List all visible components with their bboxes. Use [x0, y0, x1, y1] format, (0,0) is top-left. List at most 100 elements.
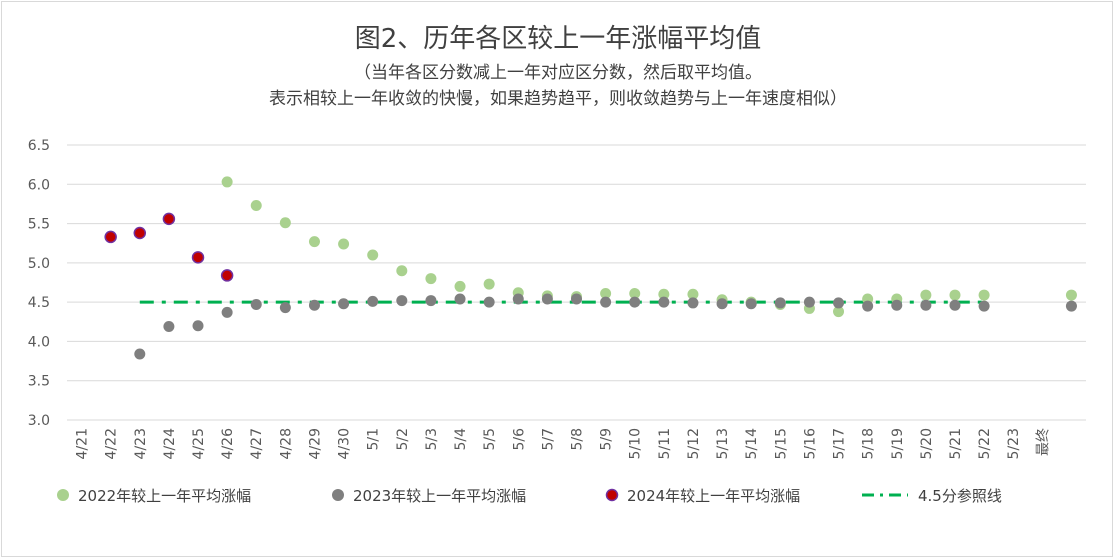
point-2023	[425, 295, 437, 307]
x-tick-label: 最终	[1035, 428, 1051, 456]
x-tick-label: 5/23	[1006, 428, 1022, 459]
point-2022	[833, 306, 845, 318]
point-2022	[367, 249, 379, 261]
point-2022	[978, 289, 990, 301]
point-2023	[862, 300, 874, 312]
point-2022	[949, 289, 961, 301]
x-tick-label: 4/30	[337, 428, 353, 459]
point-2024	[133, 226, 147, 240]
x-tick-label: 5/7	[540, 428, 556, 451]
point-2023	[629, 296, 641, 308]
legend-item-2023: 2023年较上一年平均涨幅	[331, 484, 526, 506]
point-2023	[396, 295, 408, 307]
point-2023	[803, 296, 815, 308]
legend-item-2022: 2022年较上一年平均涨幅	[56, 484, 251, 506]
point-2022	[308, 236, 320, 248]
x-tick-label: 4/27	[249, 428, 265, 459]
x-tick-label: 5/9	[599, 428, 615, 451]
point-2022	[629, 288, 641, 299]
x-tick-label: 5/12	[686, 428, 702, 459]
point-2023	[716, 298, 728, 310]
x-tick-label: 5/22	[977, 428, 993, 459]
point-2023	[1065, 300, 1077, 312]
x-tick-label: 4/22	[104, 428, 120, 459]
point-2023	[920, 299, 932, 311]
x-tick-label: 4/24	[162, 428, 178, 460]
point-2023	[454, 293, 466, 305]
x-tick-label: 5/10	[628, 428, 644, 459]
point-2022	[338, 238, 350, 250]
point-2023	[163, 321, 175, 332]
point-2023	[774, 297, 786, 309]
legend-item-reference-line: 4.5分参照线	[860, 484, 1002, 506]
point-2023	[891, 299, 903, 311]
y-tick-label: 3.5	[28, 374, 50, 390]
legend-label-2022: 2022年较上一年平均涨幅	[78, 486, 252, 505]
point-2024	[191, 251, 205, 264]
point-2022	[483, 278, 495, 290]
legend-marker-2024	[605, 488, 619, 502]
x-tick-label: 5/18	[861, 428, 877, 459]
y-tick-label: 6.0	[28, 177, 50, 193]
x-tick-label: 5/6	[511, 428, 527, 451]
point-2022	[920, 289, 932, 301]
x-tick-label: 5/14	[744, 428, 760, 460]
point-2023	[338, 298, 350, 310]
x-tick-label: 5/4	[453, 428, 469, 451]
point-2022	[1065, 289, 1077, 301]
point-2024	[162, 212, 176, 226]
point-2022	[425, 273, 437, 285]
x-tick-label: 5/16	[802, 428, 818, 460]
point-2022	[600, 288, 612, 299]
point-2023	[367, 295, 379, 307]
legend-label-2023: 2023年较上一年平均涨幅	[353, 486, 527, 505]
y-tick-label: 5.5	[28, 217, 50, 233]
point-2023	[571, 293, 582, 305]
x-tick-label: 5/13	[715, 428, 731, 459]
x-tick-label: 5/17	[832, 428, 848, 459]
point-2023	[745, 298, 757, 310]
point-2023	[687, 297, 699, 309]
point-2023	[512, 293, 524, 305]
point-2023	[483, 296, 495, 308]
x-tick-label: 5/5	[482, 428, 498, 451]
x-tick-label: 5/15	[773, 428, 789, 459]
point-2022	[221, 176, 233, 188]
point-2023	[221, 306, 233, 318]
y-tick-label: 5.0	[28, 256, 50, 272]
legend-item-2024: 2024年较上一年平均涨幅	[605, 484, 800, 506]
x-tick-label: 5/8	[570, 428, 586, 451]
legend-marker-reference-line	[862, 493, 908, 497]
point-2023	[949, 299, 961, 311]
point-2024	[104, 230, 117, 244]
chart-subtitle-line-2: 表示相较上一年收敛的快慢，如果趋势趋平，则收敛趋势与上一年速度相似）	[269, 89, 847, 109]
x-tick-label: 5/1	[366, 428, 382, 451]
point-2023	[250, 299, 262, 310]
point-2022	[454, 280, 466, 292]
point-2022	[658, 288, 670, 300]
point-2023	[541, 293, 553, 305]
point-2023	[978, 300, 990, 312]
point-2023	[658, 296, 670, 308]
y-tick-label: 4.5	[28, 295, 50, 311]
legend-marker-2022	[57, 489, 69, 501]
point-2023	[308, 299, 320, 311]
point-2022	[687, 288, 699, 300]
legend-label-2024: 2024年较上一年平均涨幅	[627, 486, 801, 505]
x-tick-label: 4/26	[220, 428, 236, 460]
legend-label-reference-line: 4.5分参照线	[918, 486, 1002, 505]
point-2023	[833, 297, 845, 309]
y-tick-label: 3.0	[28, 413, 50, 429]
point-2022	[396, 265, 408, 277]
x-tick-label: 4/25	[191, 428, 207, 459]
chart-title: 图2、历年各区较上一年涨幅平均值	[354, 24, 762, 54]
x-tick-label: 5/19	[890, 428, 906, 459]
point-2022	[250, 200, 262, 211]
x-tick-label: 5/20	[919, 428, 935, 459]
x-tick-label: 5/3	[424, 428, 440, 451]
chart-subtitle-line-1: （当年各区分数减上一年对应区分数，然后取平均值。	[354, 63, 762, 83]
y-tick-label: 6.5	[28, 138, 50, 154]
y-tick-label: 4.0	[28, 334, 50, 350]
